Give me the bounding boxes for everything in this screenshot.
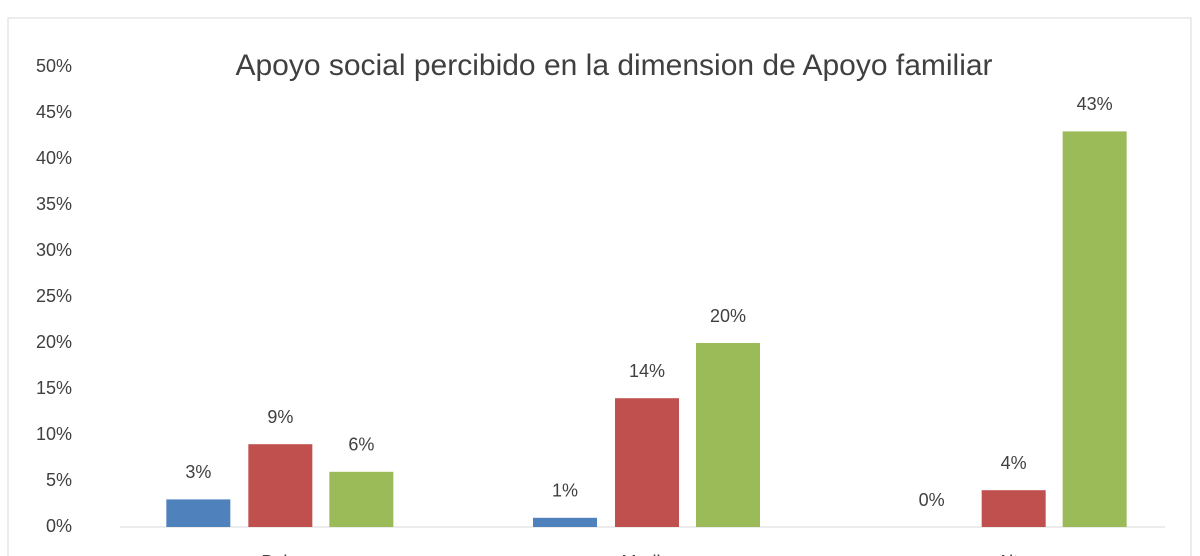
y-tick-label: 10% <box>36 424 72 444</box>
data-label: 3% <box>185 462 211 482</box>
bar <box>1062 131 1127 527</box>
bar <box>615 398 679 527</box>
y-tick-label: 35% <box>36 194 72 214</box>
data-label: 20% <box>710 306 746 326</box>
y-tick-label: 50% <box>36 56 72 76</box>
y-tick-label: 5% <box>46 470 72 490</box>
y-tick-label: 30% <box>36 240 72 260</box>
bar <box>166 499 231 527</box>
y-tick-label: 0% <box>46 516 72 536</box>
x-tick-label: Alto <box>997 552 1028 556</box>
chart-border <box>7 17 1192 556</box>
bar <box>533 517 597 527</box>
bar <box>696 343 760 527</box>
y-tick-label: 40% <box>36 148 72 168</box>
data-label: 6% <box>348 435 374 455</box>
data-label: 4% <box>1001 453 1027 473</box>
data-label: 43% <box>1077 94 1113 114</box>
x-tick-label: Medio <box>621 552 670 556</box>
data-label: 14% <box>629 361 665 381</box>
y-tick-label: 25% <box>36 286 72 306</box>
bar <box>248 444 313 527</box>
y-tick-label: 20% <box>36 332 72 352</box>
x-tick-label: Bajo <box>261 552 297 556</box>
chart-title: Apoyo social percibido en la dimension d… <box>235 49 992 82</box>
data-label: 0% <box>919 490 945 510</box>
bar <box>329 471 394 527</box>
y-tick-label: 45% <box>36 102 72 122</box>
data-label: 1% <box>552 481 578 501</box>
bar <box>981 490 1046 527</box>
data-label: 9% <box>267 407 293 427</box>
y-tick-label: 15% <box>36 378 72 398</box>
